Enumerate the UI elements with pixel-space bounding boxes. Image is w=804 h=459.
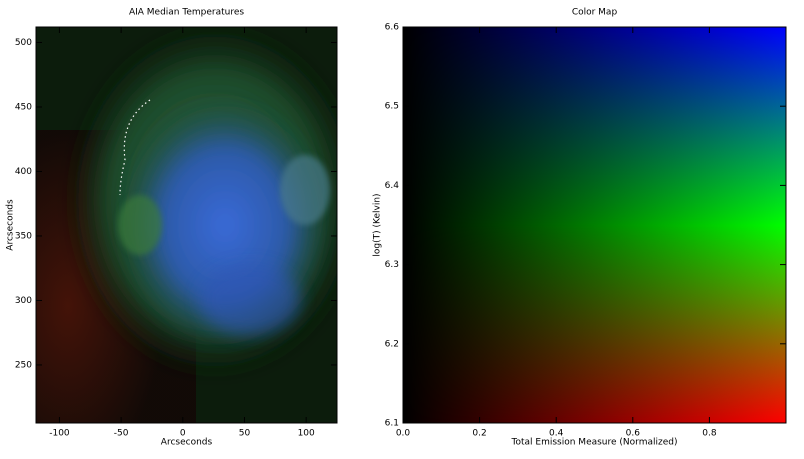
y-tick-label: 6.5 bbox=[385, 102, 399, 112]
x-tick-label: 0.8 bbox=[702, 429, 717, 439]
y-tick-label: 6.6 bbox=[385, 23, 400, 33]
x-tick-label: 0.6 bbox=[626, 429, 641, 439]
x-tick-label: 100 bbox=[298, 429, 315, 439]
chart-title: Color Map bbox=[572, 8, 618, 18]
solar-image bbox=[36, 27, 337, 423]
plot-frame bbox=[402, 26, 787, 424]
x-tick-label: 0.0 bbox=[396, 429, 411, 439]
chart-title: AIA Median Temperatures bbox=[129, 8, 244, 18]
y-tick-label: 350 bbox=[15, 231, 32, 241]
y-tick-label: 300 bbox=[15, 296, 32, 306]
y-tick-label: 6.3 bbox=[385, 260, 399, 270]
x-tick-label: 0 bbox=[180, 429, 186, 439]
color-map-shade bbox=[403, 27, 786, 423]
x-tick-label: 0.4 bbox=[549, 429, 564, 439]
x-axis-label: Total Emission Measure (Normalized) bbox=[511, 438, 678, 448]
x-tick-label: -50 bbox=[114, 429, 129, 439]
y-axis-label: log(T) (Kelvin) bbox=[373, 193, 383, 256]
y-tick-label: 6.1 bbox=[385, 419, 399, 429]
y-tick-label: 250 bbox=[15, 360, 32, 370]
y-tick-label: 400 bbox=[15, 167, 32, 177]
x-tick-label: 50 bbox=[239, 429, 251, 439]
y-tick-label: 450 bbox=[15, 102, 32, 112]
y-tick-label: 6.4 bbox=[385, 181, 400, 191]
y-axis-label: Arcseconds bbox=[6, 199, 16, 251]
x-axis-label: Arcseconds bbox=[161, 438, 213, 448]
x-tick-label: -100 bbox=[49, 429, 70, 439]
plot-frame bbox=[35, 26, 338, 424]
x-tick-label: 0.2 bbox=[472, 429, 486, 439]
y-tick-label: 500 bbox=[15, 38, 32, 48]
y-tick-label: 6.2 bbox=[385, 339, 399, 349]
